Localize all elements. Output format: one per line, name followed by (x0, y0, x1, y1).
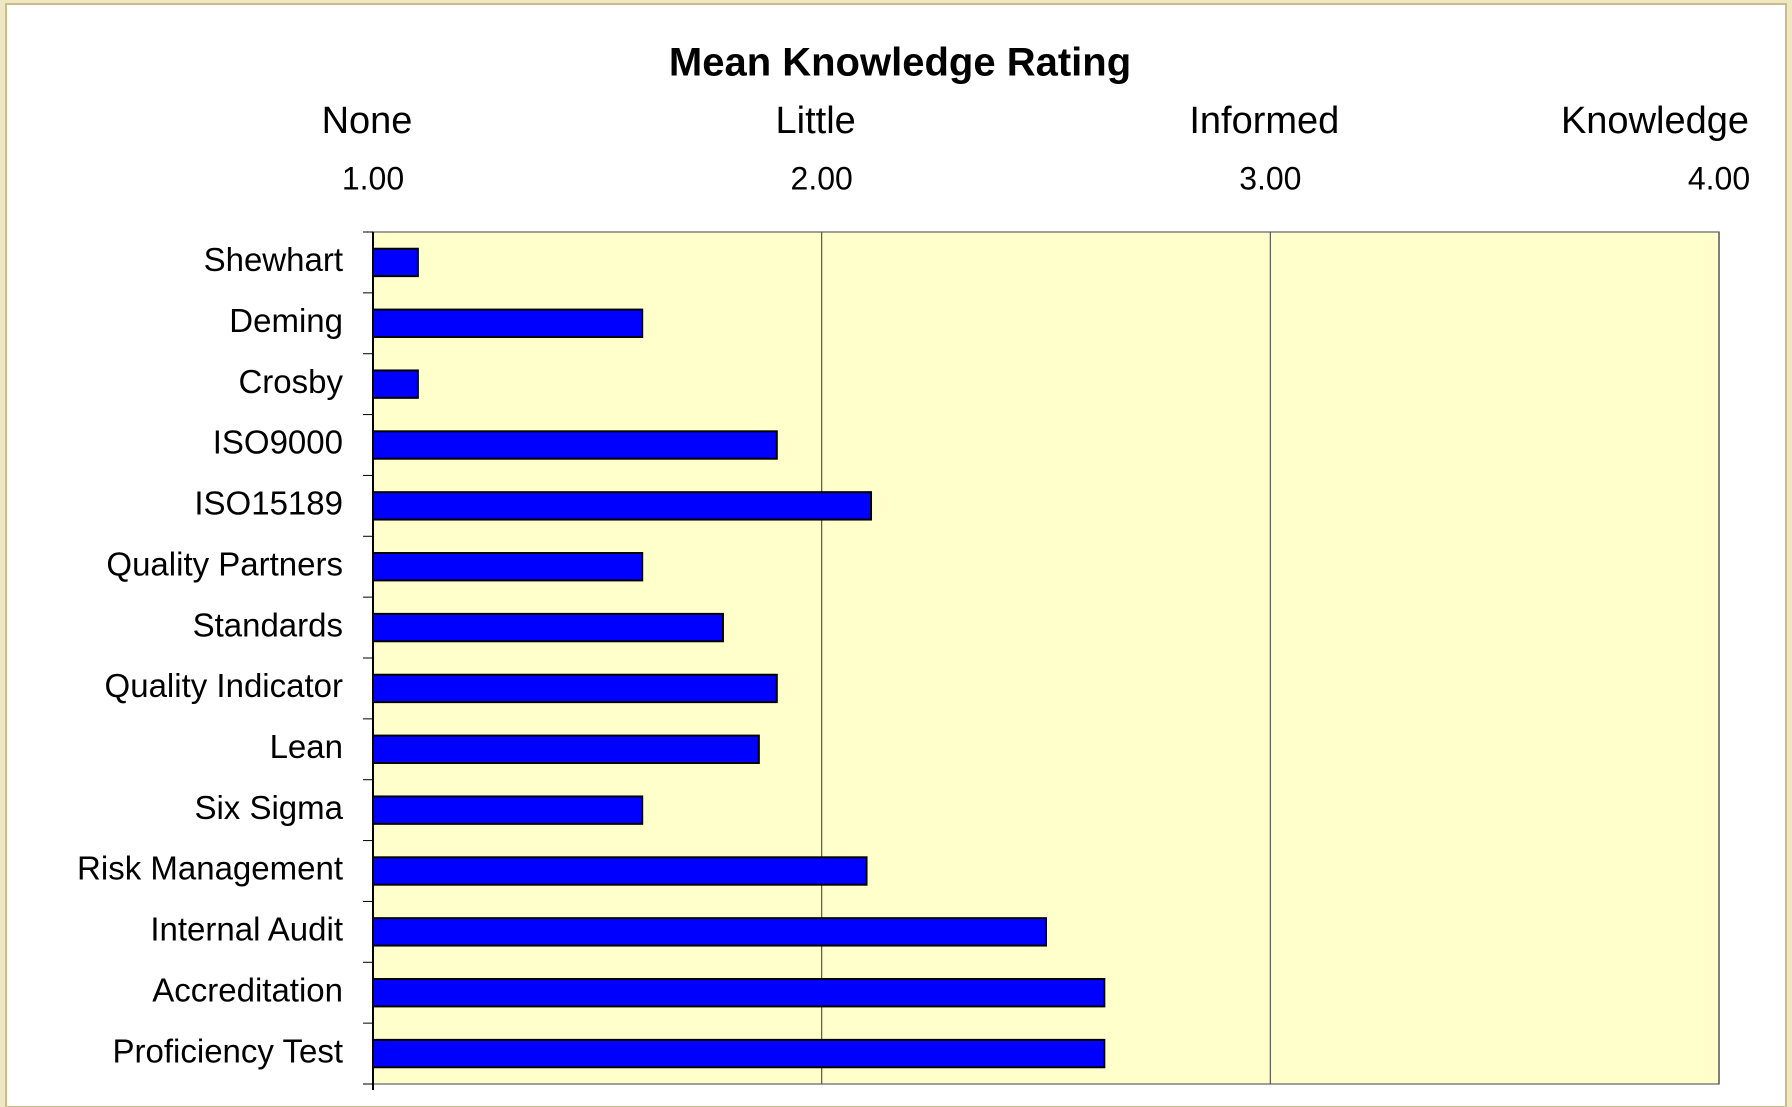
bar (372, 856, 868, 886)
bar (372, 673, 778, 704)
bar (372, 430, 778, 460)
y-tick-label: Six Sigma (194, 789, 343, 826)
y-tick-label: Internal Audit (150, 911, 343, 948)
y-tick-label: ISO15189 (194, 485, 343, 522)
x2-tick-label: Informed (1189, 100, 1339, 142)
bar (372, 612, 724, 643)
y-tick-label: Lean (270, 728, 343, 765)
bar (372, 917, 1047, 947)
x2-tick-label: Little (776, 100, 856, 142)
x2-tick-label: None (322, 100, 413, 142)
x-tick-label: 1.00 (342, 160, 404, 196)
x2-tick-label: Knowledge (1561, 100, 1749, 142)
y-tick-label: ISO9000 (213, 424, 343, 461)
bar (372, 1038, 1106, 1069)
y-tick-label: Risk Management (77, 850, 343, 887)
bar (372, 795, 644, 825)
bar (372, 978, 1106, 1008)
y-tick-label: Quality Partners (106, 545, 343, 582)
y-tick-label: Standards (193, 606, 343, 643)
bar (372, 491, 873, 521)
y-tick-label: Crosby (238, 363, 343, 400)
y-tick-label: Quality Indicator (105, 667, 343, 704)
plot-area (372, 231, 1720, 1085)
x-tick-label: 4.00 (1688, 160, 1750, 196)
bar (372, 308, 644, 338)
y-tick-label: Shewhart (204, 241, 343, 278)
bar (372, 247, 419, 278)
y-tick-label: Proficiency Test (113, 1032, 343, 1069)
y-tick-label: Accreditation (152, 971, 343, 1008)
bar (372, 369, 419, 399)
chart-title: Mean Knowledge Rating (669, 41, 1131, 85)
x-tick-label: 2.00 (791, 160, 853, 196)
y-tick-label: Deming (229, 302, 343, 339)
bar (372, 552, 644, 582)
x-tick-label: 3.00 (1239, 160, 1301, 196)
bar (372, 734, 760, 764)
